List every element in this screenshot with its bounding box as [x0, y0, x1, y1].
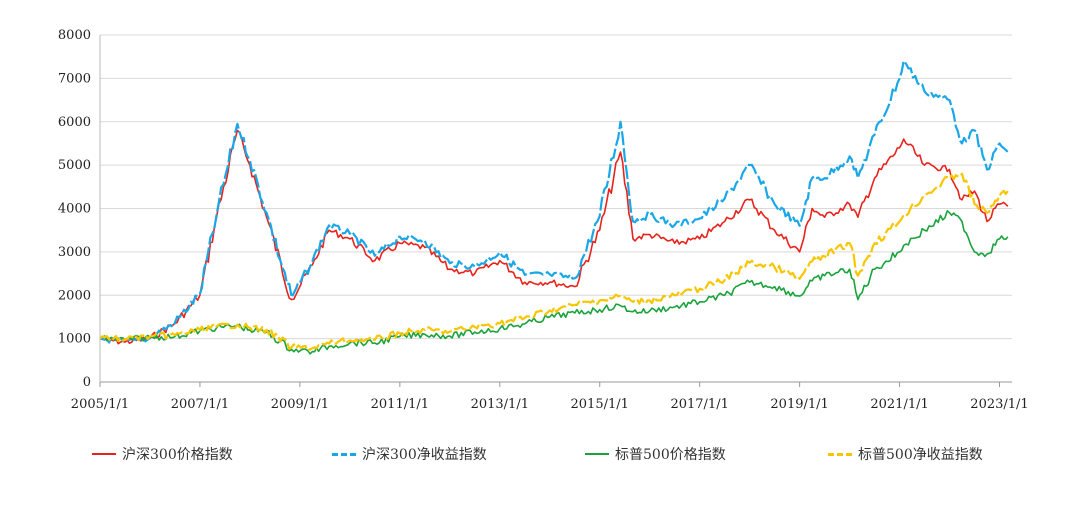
x-tick-label: 2015/1/1 [571, 397, 629, 412]
series-line-2 [99, 59, 1009, 344]
y-tick-label: 6000 [58, 115, 91, 130]
y-tick-label: 0 [83, 375, 91, 390]
x-tick-label: 2005/1/1 [71, 397, 129, 412]
x-tick-label: 2009/1/1 [271, 397, 329, 412]
y-tick-label: 5000 [58, 158, 91, 173]
legend: 沪深300价格指数 沪深300净收益指数 标普500价格指数 标普500净收益指数 [0, 442, 1086, 466]
y-tick-label: 2000 [58, 288, 91, 303]
chart-svg: 0 1000 2000 3000 4000 5000 6000 7000 8000 2005/1… [58, 28, 1029, 412]
legend-label: 沪深300净收益指数 [362, 447, 487, 463]
legend-swatch [332, 452, 356, 456]
y-tick-label: 1000 [58, 332, 91, 347]
legend-swatch [828, 452, 852, 456]
series-line-3 [99, 210, 1009, 355]
y-tick-labels: 0 1000 2000 3000 4000 5000 6000 7000 8000 [58, 28, 91, 390]
legend-item: 标普500价格指数 [585, 442, 726, 466]
legend-item: 沪深300价格指数 [92, 442, 233, 466]
series-line-4 [99, 172, 1009, 352]
grid-lines [100, 34, 1012, 340]
x-tick-label: 2023/1/1 [970, 397, 1028, 412]
x-tick-label: 2019/1/1 [770, 397, 828, 412]
legend-label: 标普500价格指数 [615, 447, 726, 463]
axes [99, 35, 1012, 387]
x-tick-label: 2007/1/1 [171, 397, 229, 412]
x-tick-label: 2021/1/1 [870, 397, 928, 412]
y-tick-label: 3000 [58, 245, 91, 260]
y-tick-label: 7000 [58, 71, 91, 86]
x-tick-label: 2017/1/1 [670, 397, 728, 412]
legend-item: 标普500净收益指数 [828, 442, 983, 466]
y-tick-label: 8000 [58, 28, 91, 43]
y-tick-label: 4000 [58, 202, 91, 217]
x-tick-label: 2013/1/1 [471, 397, 529, 412]
series-lines [99, 59, 1009, 355]
legend-swatch [585, 453, 609, 455]
legend-item: 沪深300净收益指数 [332, 442, 487, 466]
legend-label: 标普500净收益指数 [858, 447, 983, 463]
legend-label: 沪深300价格指数 [122, 447, 233, 463]
legend-swatch [92, 453, 116, 455]
series-line-1 [99, 129, 1009, 345]
x-tick-label: 2011/1/1 [371, 397, 429, 412]
x-tick-labels: 2005/1/1 2007/1/1 2009/1/1 2011/1/1 2013/1/1… [71, 397, 1029, 412]
